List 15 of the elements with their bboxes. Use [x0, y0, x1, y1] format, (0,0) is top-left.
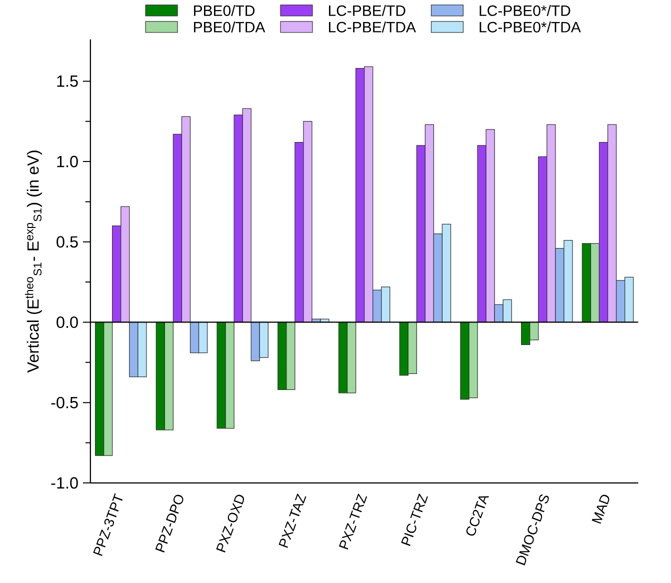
x-tick-label: CC2TA [466, 496, 489, 536]
y-tick-label: 0.5 [56, 236, 78, 248]
y-tick-label: 0.0 [56, 316, 78, 328]
legend-label: LC-PBE0*/TD [480, 5, 570, 16]
legend-label: LC-PBE0*/TDA [480, 22, 581, 33]
legend-label: LC-PBE/TD [328, 5, 406, 16]
x-tick-label: MAD [592, 495, 610, 524]
legend-label: PBE0/TDA [194, 22, 266, 33]
y-tick-label: -0.5 [51, 397, 78, 409]
legend-label: PBE0/TD [194, 5, 255, 16]
y-axis-title: Vertical (E$^{theo}$$_{S1}$- E$^{exp}$$_{S1}$) (in eV) [24, 150, 42, 373]
y-tick-label: -1.0 [51, 477, 78, 489]
legend-label: LC-PBE/TDA [328, 22, 416, 33]
y-tick-label: 1.5 [57, 76, 78, 88]
y-tick-label: 1.0 [57, 156, 78, 168]
